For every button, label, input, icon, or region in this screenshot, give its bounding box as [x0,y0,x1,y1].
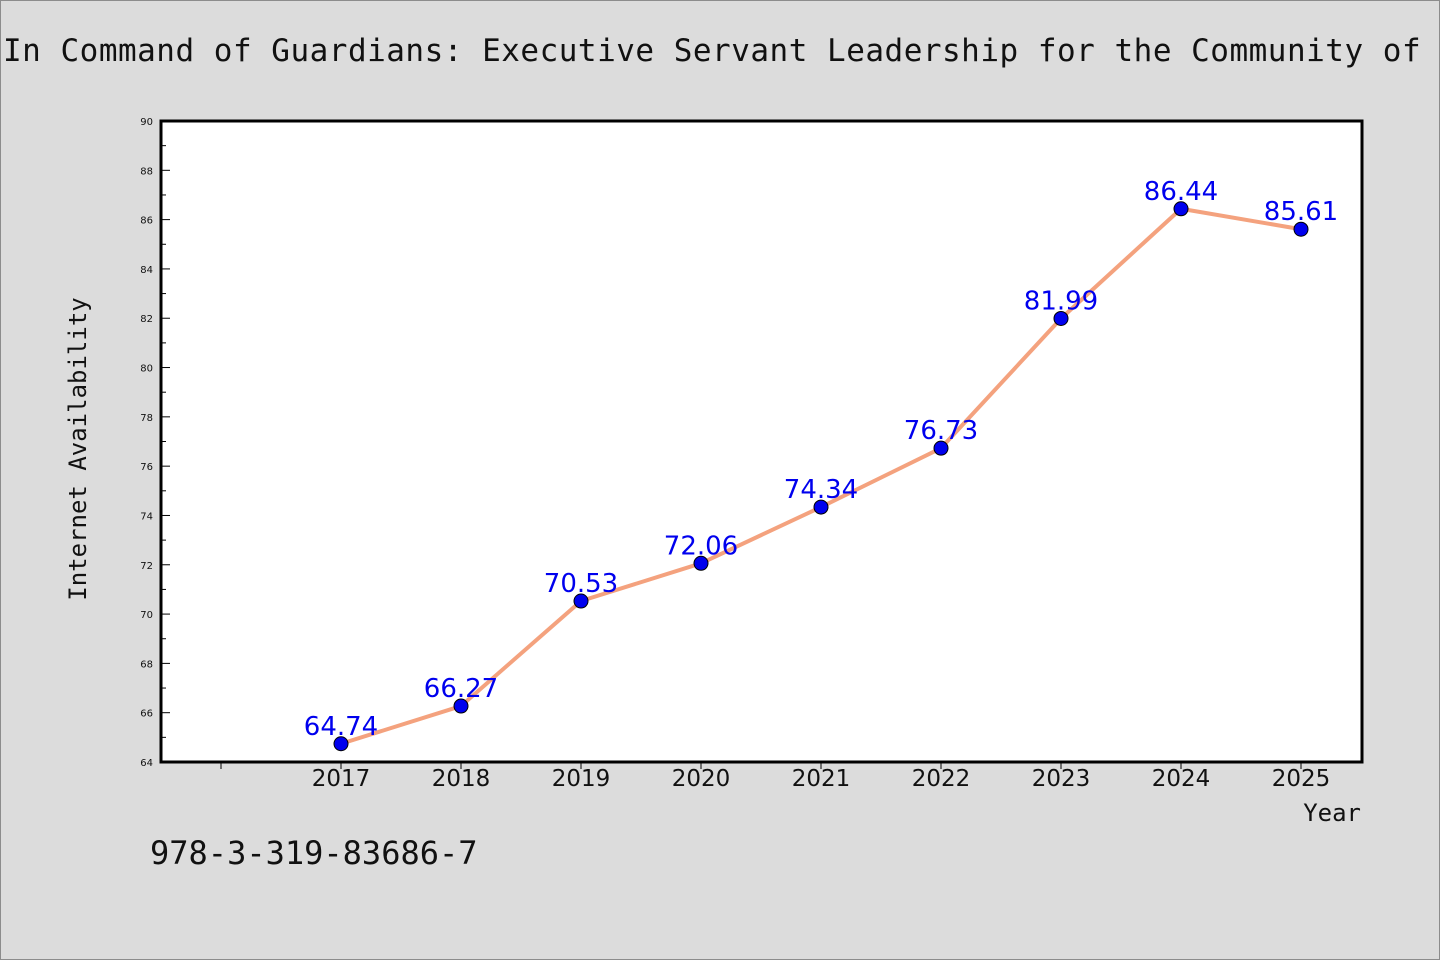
y-tick-label: 76 [140,462,153,473]
data-point [1173,201,1189,217]
data-label: 74.34 [784,475,858,505]
x-tick-label: 2019 [552,766,611,792]
x-tick-label: 2023 [1032,766,1091,792]
y-tick-label: 68 [140,659,153,670]
data-label: 66.27 [424,674,498,704]
y-tick-label: 88 [140,166,153,177]
data-point [693,555,709,571]
x-tick-label: 2022 [912,766,971,792]
x-tick-label: 2025 [1272,766,1331,792]
data-point [1293,221,1309,237]
x-tick-label: 2021 [792,766,851,792]
data-point [333,736,349,752]
data-point [813,499,829,515]
isbn-code: 978-3-319-83686-7 [150,834,478,872]
data-point [1053,310,1069,326]
data-label: 64.74 [304,712,378,742]
x-axis-label: Year [1303,799,1361,827]
y-tick-label: 78 [140,413,153,424]
data-label: 85.61 [1264,197,1338,227]
data-point [573,593,589,609]
data-label: 86.44 [1144,177,1218,207]
plot-area [159,119,1364,764]
x-tick-label: 2020 [672,766,731,792]
data-label: 72.06 [664,531,738,561]
data-label: 70.53 [544,569,618,599]
y-tick-label: 72 [140,561,153,572]
y-tick-label: 64 [140,758,153,769]
y-tick-label: 74 [140,511,153,522]
x-tick-label: 2024 [1152,766,1211,792]
y-tick-label: 84 [140,265,153,276]
data-label: 81.99 [1024,286,1098,316]
y-tick-label: 86 [140,216,153,227]
y-tick-label: 90 [140,117,153,128]
data-point [933,440,949,456]
data-point [453,698,469,714]
chart-title: In Command of Guardians: Executive Serva… [3,33,1439,69]
data-label: 76.73 [904,416,978,446]
y-tick-label: 66 [140,709,153,720]
y-tick-label: 82 [140,314,153,325]
y-tick-label: 70 [140,610,153,621]
y-tick-label: 80 [140,364,153,375]
x-tick-label: 2018 [432,766,491,792]
y-axis-label: Internet Availability [64,297,92,600]
x-tick-label: 2017 [312,766,371,792]
